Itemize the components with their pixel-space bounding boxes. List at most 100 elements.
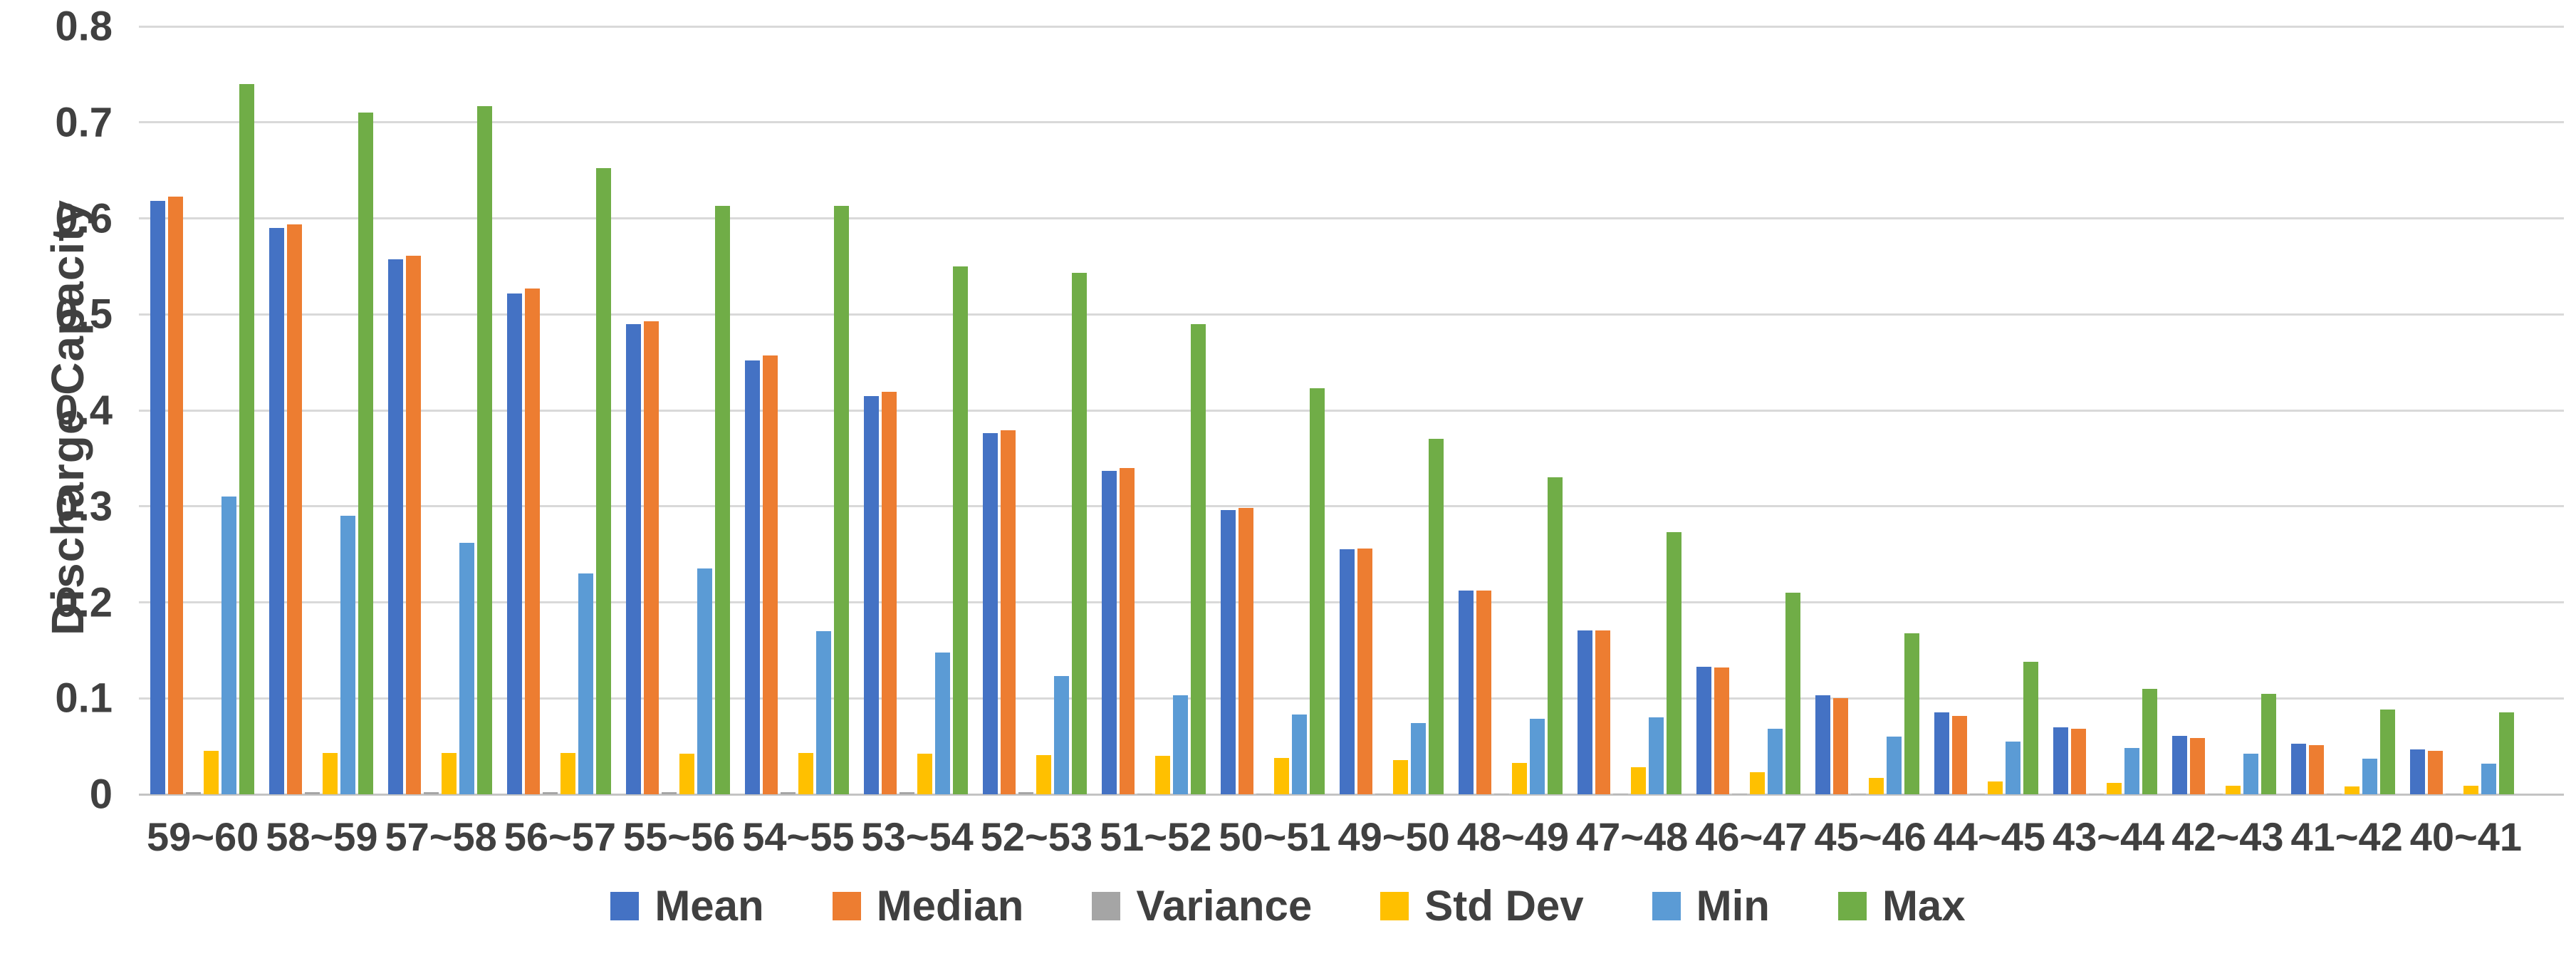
bar-max-46~47 bbox=[1785, 593, 1800, 794]
bar-std-dev-49~50 bbox=[1393, 759, 1408, 794]
bar-group-50~51 bbox=[1214, 26, 1333, 794]
bar-group-43~44 bbox=[2045, 26, 2164, 794]
x-label-42~43: 42~43 bbox=[2171, 814, 2284, 859]
bar-variance-56~57 bbox=[543, 792, 558, 794]
y-tick-label-0.5: 0.5 bbox=[55, 291, 113, 338]
legend-label-median: Median bbox=[876, 882, 1024, 930]
bar-mean-40~41 bbox=[2409, 749, 2425, 794]
bar-std-dev-52~53 bbox=[1036, 754, 1052, 794]
bar-mean-46~47 bbox=[1696, 666, 1711, 794]
bar-group-51~52 bbox=[1095, 26, 1214, 794]
bar-max-48~49 bbox=[1547, 477, 1563, 794]
bar-groups bbox=[143, 26, 2521, 794]
bar-std-dev-44~45 bbox=[1987, 781, 2003, 794]
bar-median-58~59 bbox=[287, 224, 303, 794]
bar-min-59~60 bbox=[221, 497, 237, 794]
bar-median-46~47 bbox=[1714, 667, 1729, 794]
gridline-0 bbox=[139, 793, 2564, 796]
bar-mean-50~51 bbox=[1221, 510, 1236, 794]
bar-mean-58~59 bbox=[269, 227, 285, 794]
bar-mean-41~42 bbox=[2290, 743, 2306, 794]
bar-min-47~48 bbox=[1648, 717, 1664, 794]
legend-swatch-max bbox=[1837, 891, 1867, 920]
x-label-53~54: 53~54 bbox=[861, 814, 974, 859]
bar-std-dev-47~48 bbox=[1630, 767, 1646, 794]
bar-max-58~59 bbox=[358, 113, 374, 794]
bar-median-53~54 bbox=[882, 392, 897, 794]
bar-max-57~58 bbox=[477, 105, 493, 794]
legend-swatch-median bbox=[832, 891, 861, 920]
bar-mean-42~43 bbox=[2171, 735, 2187, 794]
bar-variance-52~53 bbox=[1018, 792, 1034, 794]
x-label-59~60: 59~60 bbox=[146, 814, 259, 859]
bar-median-55~56 bbox=[644, 321, 659, 794]
bar-variance-53~54 bbox=[899, 792, 915, 794]
bar-mean-44~45 bbox=[1934, 712, 1949, 794]
x-label-58~59: 58~59 bbox=[266, 814, 378, 859]
y-tick-label-0.2: 0.2 bbox=[55, 579, 113, 625]
x-label-54~55: 54~55 bbox=[742, 814, 855, 859]
bar-group-53~54 bbox=[857, 26, 976, 794]
legend-swatch-mean bbox=[610, 891, 640, 920]
x-label-43~44: 43~44 bbox=[2052, 814, 2165, 859]
bar-group-42~43 bbox=[2164, 26, 2283, 794]
x-label-55~56: 55~56 bbox=[622, 814, 736, 859]
bar-median-54~55 bbox=[763, 355, 778, 794]
bar-min-58~59 bbox=[340, 516, 356, 794]
bar-mean-57~58 bbox=[388, 259, 404, 794]
legend-item-max: Max bbox=[1837, 881, 1966, 930]
bar-min-45~46 bbox=[1886, 737, 1902, 794]
bar-group-56~57 bbox=[500, 26, 619, 794]
bar-median-42~43 bbox=[2189, 737, 2205, 794]
bar-mean-53~54 bbox=[864, 395, 880, 794]
plot-area: 0 0.1 0.2 0.3 0.4 0.5 0.6 0.7 0.8 bbox=[55, 4, 2564, 818]
bar-mean-54~55 bbox=[745, 360, 761, 794]
bar-std-dev-45~46 bbox=[1868, 778, 1884, 794]
bar-group-46~47 bbox=[1689, 26, 1808, 794]
bar-std-dev-57~58 bbox=[442, 753, 457, 794]
bar-max-49~50 bbox=[1429, 439, 1444, 794]
bar-mean-49~50 bbox=[1340, 549, 1355, 794]
y-tick-label-0.3: 0.3 bbox=[55, 483, 113, 530]
y-tick-label-0.8: 0.8 bbox=[55, 3, 113, 50]
bar-group-48~49 bbox=[1451, 26, 1570, 794]
legend-item-variance: Variance bbox=[1092, 881, 1312, 930]
legend-swatch-std-dev bbox=[1380, 891, 1409, 920]
bar-max-45~46 bbox=[1904, 633, 1919, 794]
bar-median-48~49 bbox=[1476, 591, 1491, 794]
bar-group-58~59 bbox=[262, 26, 381, 794]
bar-max-52~53 bbox=[1072, 273, 1088, 794]
bar-min-57~58 bbox=[459, 542, 475, 794]
gridline-0.3 bbox=[139, 505, 2564, 508]
bar-std-dev-46~47 bbox=[1749, 772, 1765, 794]
y-tick-label-0: 0 bbox=[89, 771, 113, 818]
bar-mean-43~44 bbox=[2053, 727, 2068, 794]
y-tick-label-0.7: 0.7 bbox=[55, 99, 113, 146]
legend: Mean Median Variance Std Dev Min Max bbox=[0, 881, 2576, 930]
bar-mean-45~46 bbox=[1815, 695, 1830, 794]
x-label-56~57: 56~57 bbox=[504, 814, 617, 859]
x-axis-category-labels: 59~60 58~59 57~58 56~57 55~56 54~55 53~54 52~53… bbox=[143, 814, 2525, 860]
y-tick-label-0.1: 0.1 bbox=[55, 675, 113, 722]
x-label-48~49: 48~49 bbox=[1456, 814, 1570, 859]
legend-label-variance: Variance bbox=[1136, 882, 1313, 930]
legend-swatch-variance bbox=[1092, 891, 1121, 920]
bar-max-44~45 bbox=[2023, 662, 2038, 794]
bar-mean-52~53 bbox=[983, 433, 998, 794]
bar-median-44~45 bbox=[1951, 715, 1967, 794]
bar-variance-58~59 bbox=[305, 792, 320, 794]
bar-group-44~45 bbox=[1926, 26, 2045, 794]
bar-variance-59~60 bbox=[186, 792, 202, 794]
bar-group-41~42 bbox=[2283, 26, 2402, 794]
legend-swatch-min bbox=[1652, 891, 1681, 920]
bar-std-dev-55~56 bbox=[679, 754, 695, 794]
bar-std-dev-56~57 bbox=[560, 753, 576, 794]
bar-min-40~41 bbox=[2481, 763, 2496, 794]
bar-min-50~51 bbox=[1292, 715, 1308, 794]
bar-min-52~53 bbox=[1054, 676, 1070, 794]
bar-std-dev-53~54 bbox=[917, 754, 933, 794]
gridline-0.7 bbox=[139, 121, 2564, 124]
legend-label-min: Min bbox=[1696, 882, 1770, 930]
bar-min-51~52 bbox=[1173, 695, 1189, 794]
x-label-52~53: 52~53 bbox=[980, 814, 1093, 859]
